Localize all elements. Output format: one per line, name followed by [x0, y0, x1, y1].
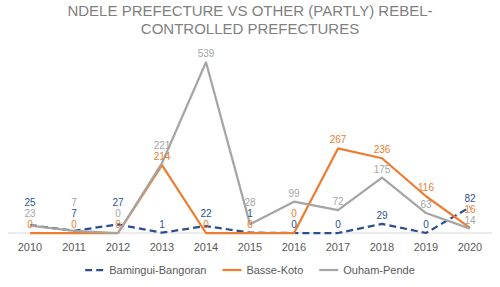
data-label: 63: [420, 199, 432, 210]
data-label: 0: [115, 219, 121, 230]
data-label: 23: [24, 208, 36, 219]
x-tick-label: 2010: [18, 241, 42, 253]
data-label: 29: [376, 210, 388, 221]
data-label: 175: [374, 164, 391, 175]
x-tick-label: 2016: [282, 241, 306, 253]
legend-swatch: [222, 269, 241, 271]
data-label: 0: [27, 219, 33, 230]
x-tick-label: 2011: [62, 241, 86, 253]
data-label: 1: [159, 219, 165, 230]
legend-label: Basse-Koto: [246, 264, 303, 276]
data-label: 28: [244, 197, 256, 208]
data-label: 214: [154, 151, 171, 162]
title: NDELE PREFECTURE VS OTHER (PARTLY) REBEL…: [67, 2, 432, 37]
data-label: 16: [464, 204, 476, 215]
legend-swatch: [85, 269, 104, 271]
x-tick-label: 2017: [326, 241, 350, 253]
series-line: [30, 62, 470, 233]
data-label: 0: [291, 208, 297, 219]
data-label: 539: [198, 48, 215, 59]
plot-area: [30, 62, 470, 233]
x-tick-label: 2020: [458, 241, 482, 253]
x-tick-label: 2012: [106, 241, 130, 253]
legend-label: Ouham-Pende: [343, 264, 415, 276]
data-label: 236: [374, 144, 391, 155]
data-label: 99: [288, 188, 300, 199]
x-tick-label: 2013: [150, 241, 174, 253]
data-label: 72: [332, 196, 344, 207]
data-label: 221: [154, 140, 171, 151]
data-label: 0: [115, 208, 121, 219]
series-line: [30, 148, 470, 233]
legend-label: Bamingui-Bangoran: [109, 264, 206, 276]
legend: Bamingui-Bangoran Basse-Koto Ouham-Pende: [85, 264, 415, 276]
data-label: 0: [423, 219, 429, 230]
data-label: 0: [203, 219, 209, 230]
data-label: 0: [291, 219, 297, 230]
data-label: 267: [330, 134, 347, 145]
data-label: 0: [71, 219, 77, 230]
data-label: 22: [200, 208, 212, 219]
data-label: 0: [247, 219, 253, 230]
data-label: 27: [112, 197, 124, 208]
legend-swatch: [319, 269, 338, 271]
x-tick-label: 2015: [238, 241, 262, 253]
x-tick-label: 2014: [194, 241, 218, 253]
data-label: 1: [247, 208, 253, 219]
data-label: 7: [71, 208, 77, 219]
chart: NDELE PREFECTURE VS OTHER (PARTLY) REBEL…: [0, 0, 500, 287]
data-label: 25: [24, 197, 36, 208]
x-tick-label: 2019: [414, 241, 438, 253]
data-label: 82: [464, 193, 476, 204]
data-label: 7: [71, 197, 77, 208]
data-label: 116: [418, 182, 434, 193]
data-label: 0: [335, 219, 341, 230]
series-line: [30, 207, 470, 233]
x-tick-label: 2018: [370, 241, 394, 253]
data-label: 14: [464, 215, 476, 226]
